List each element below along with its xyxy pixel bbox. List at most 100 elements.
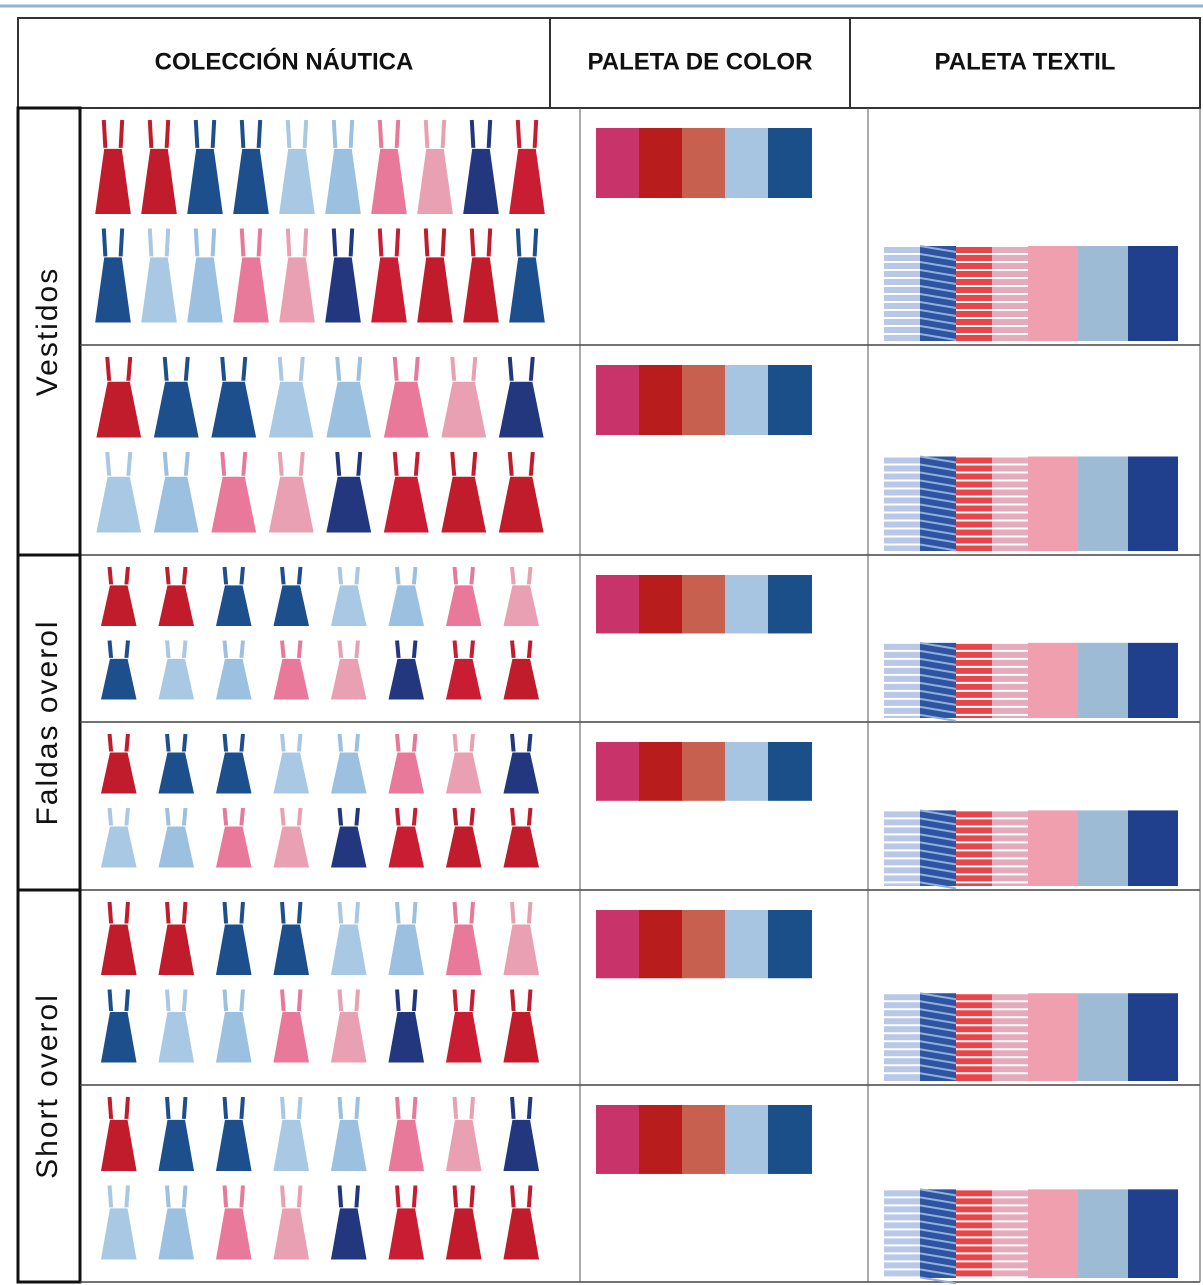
- garment: [278, 147, 316, 215]
- textile-stripe: [919, 325, 957, 333]
- garment-strap: [220, 451, 248, 481]
- garment: [370, 147, 408, 215]
- textile-stripe: [919, 1000, 957, 1009]
- garment: [387, 657, 426, 701]
- textile-stripe: [919, 849, 957, 858]
- garment: [267, 475, 315, 534]
- garment-strap: [452, 989, 475, 1016]
- garment: [444, 1011, 483, 1064]
- garment-strap: [377, 119, 401, 154]
- garment: [152, 475, 200, 534]
- color-swatch: [768, 1105, 812, 1174]
- textile-stripe: [919, 333, 957, 341]
- textile-swatch: [1028, 1189, 1078, 1278]
- garment: [214, 825, 253, 869]
- garment: [444, 657, 483, 701]
- garment: [210, 380, 258, 439]
- textile-stripe: [919, 1008, 957, 1017]
- garment: [94, 147, 132, 215]
- color-swatch: [682, 128, 726, 198]
- textile-stripe: [919, 817, 957, 826]
- garment: [95, 475, 143, 534]
- textile-stripe: [919, 293, 957, 301]
- textile-stripe: [919, 841, 957, 850]
- textile-stripe: [919, 1212, 957, 1221]
- garment-strap: [510, 989, 533, 1016]
- garment: [186, 147, 224, 215]
- garment-strap: [469, 228, 493, 262]
- color-swatch: [596, 910, 640, 979]
- color-swatch: [725, 910, 769, 979]
- group-label: Vestidos: [31, 267, 64, 396]
- textile-stripe: [919, 641, 957, 650]
- garment-strap: [105, 356, 133, 386]
- garment: [267, 380, 315, 439]
- garment-strap: [280, 989, 303, 1016]
- textile-stripe: [919, 527, 957, 536]
- garment-strap: [507, 356, 535, 386]
- garment: [272, 1118, 311, 1172]
- textile-stripe: [919, 825, 957, 834]
- garment-strap: [395, 989, 418, 1016]
- garment: [186, 256, 224, 324]
- garment: [387, 1011, 426, 1064]
- textile-stripe: [919, 1048, 957, 1057]
- garment-strap: [165, 1096, 188, 1124]
- garment-strap: [337, 989, 360, 1016]
- garment: [387, 1118, 426, 1172]
- textile-stripe: [919, 1024, 957, 1033]
- garment: [416, 256, 454, 324]
- garment-strap: [277, 356, 305, 386]
- garment: [440, 380, 488, 439]
- textile-stripe: [919, 1260, 957, 1269]
- garment: [324, 256, 362, 324]
- textile-stripe: [919, 881, 957, 890]
- textile-stripe: [919, 657, 957, 666]
- textile-stripe: [919, 543, 957, 552]
- textile-swatch: [1078, 1189, 1128, 1278]
- textile-swatch: [992, 1189, 1028, 1278]
- garment: [214, 584, 253, 627]
- garment: [387, 825, 426, 869]
- garment: [502, 1118, 541, 1172]
- color-swatch: [682, 742, 726, 801]
- textile-swatch: [1128, 246, 1178, 341]
- garment-strap: [101, 228, 125, 262]
- garment-strap: [335, 356, 363, 386]
- color-swatch: [768, 575, 812, 634]
- color-swatch: [682, 1105, 726, 1174]
- garment: [214, 923, 253, 976]
- garment: [99, 825, 138, 869]
- garment-strap: [105, 451, 133, 481]
- textile-swatch: [884, 993, 920, 1081]
- garment-strap: [510, 1185, 533, 1212]
- garment-strap: [285, 119, 309, 154]
- garment: [99, 1118, 138, 1172]
- garment: [272, 923, 311, 976]
- textile-stripe: [919, 1072, 957, 1081]
- textile-swatch: [1078, 246, 1128, 341]
- color-swatch: [682, 575, 726, 634]
- garment-strap: [515, 119, 539, 154]
- textile-stripe: [919, 649, 957, 658]
- garment-strap: [280, 1185, 303, 1212]
- color-swatch: [596, 575, 640, 634]
- garment: [99, 584, 138, 627]
- garment-strap: [162, 451, 190, 481]
- color-swatch: [682, 910, 726, 979]
- textile-swatch: [884, 1189, 920, 1278]
- textile-swatch: [1128, 810, 1178, 886]
- textile-stripe: [919, 673, 957, 682]
- garment: [370, 256, 408, 324]
- textile-swatch: [1078, 993, 1128, 1081]
- textile-swatch: [1078, 456, 1128, 551]
- textile-stripe: [919, 809, 957, 818]
- textile-stripe: [919, 1056, 957, 1065]
- group-label: Faldas overol: [31, 619, 64, 825]
- textile-stripe: [919, 479, 957, 488]
- garment-strap: [377, 228, 401, 262]
- garment: [272, 584, 311, 627]
- color-swatch: [639, 742, 683, 801]
